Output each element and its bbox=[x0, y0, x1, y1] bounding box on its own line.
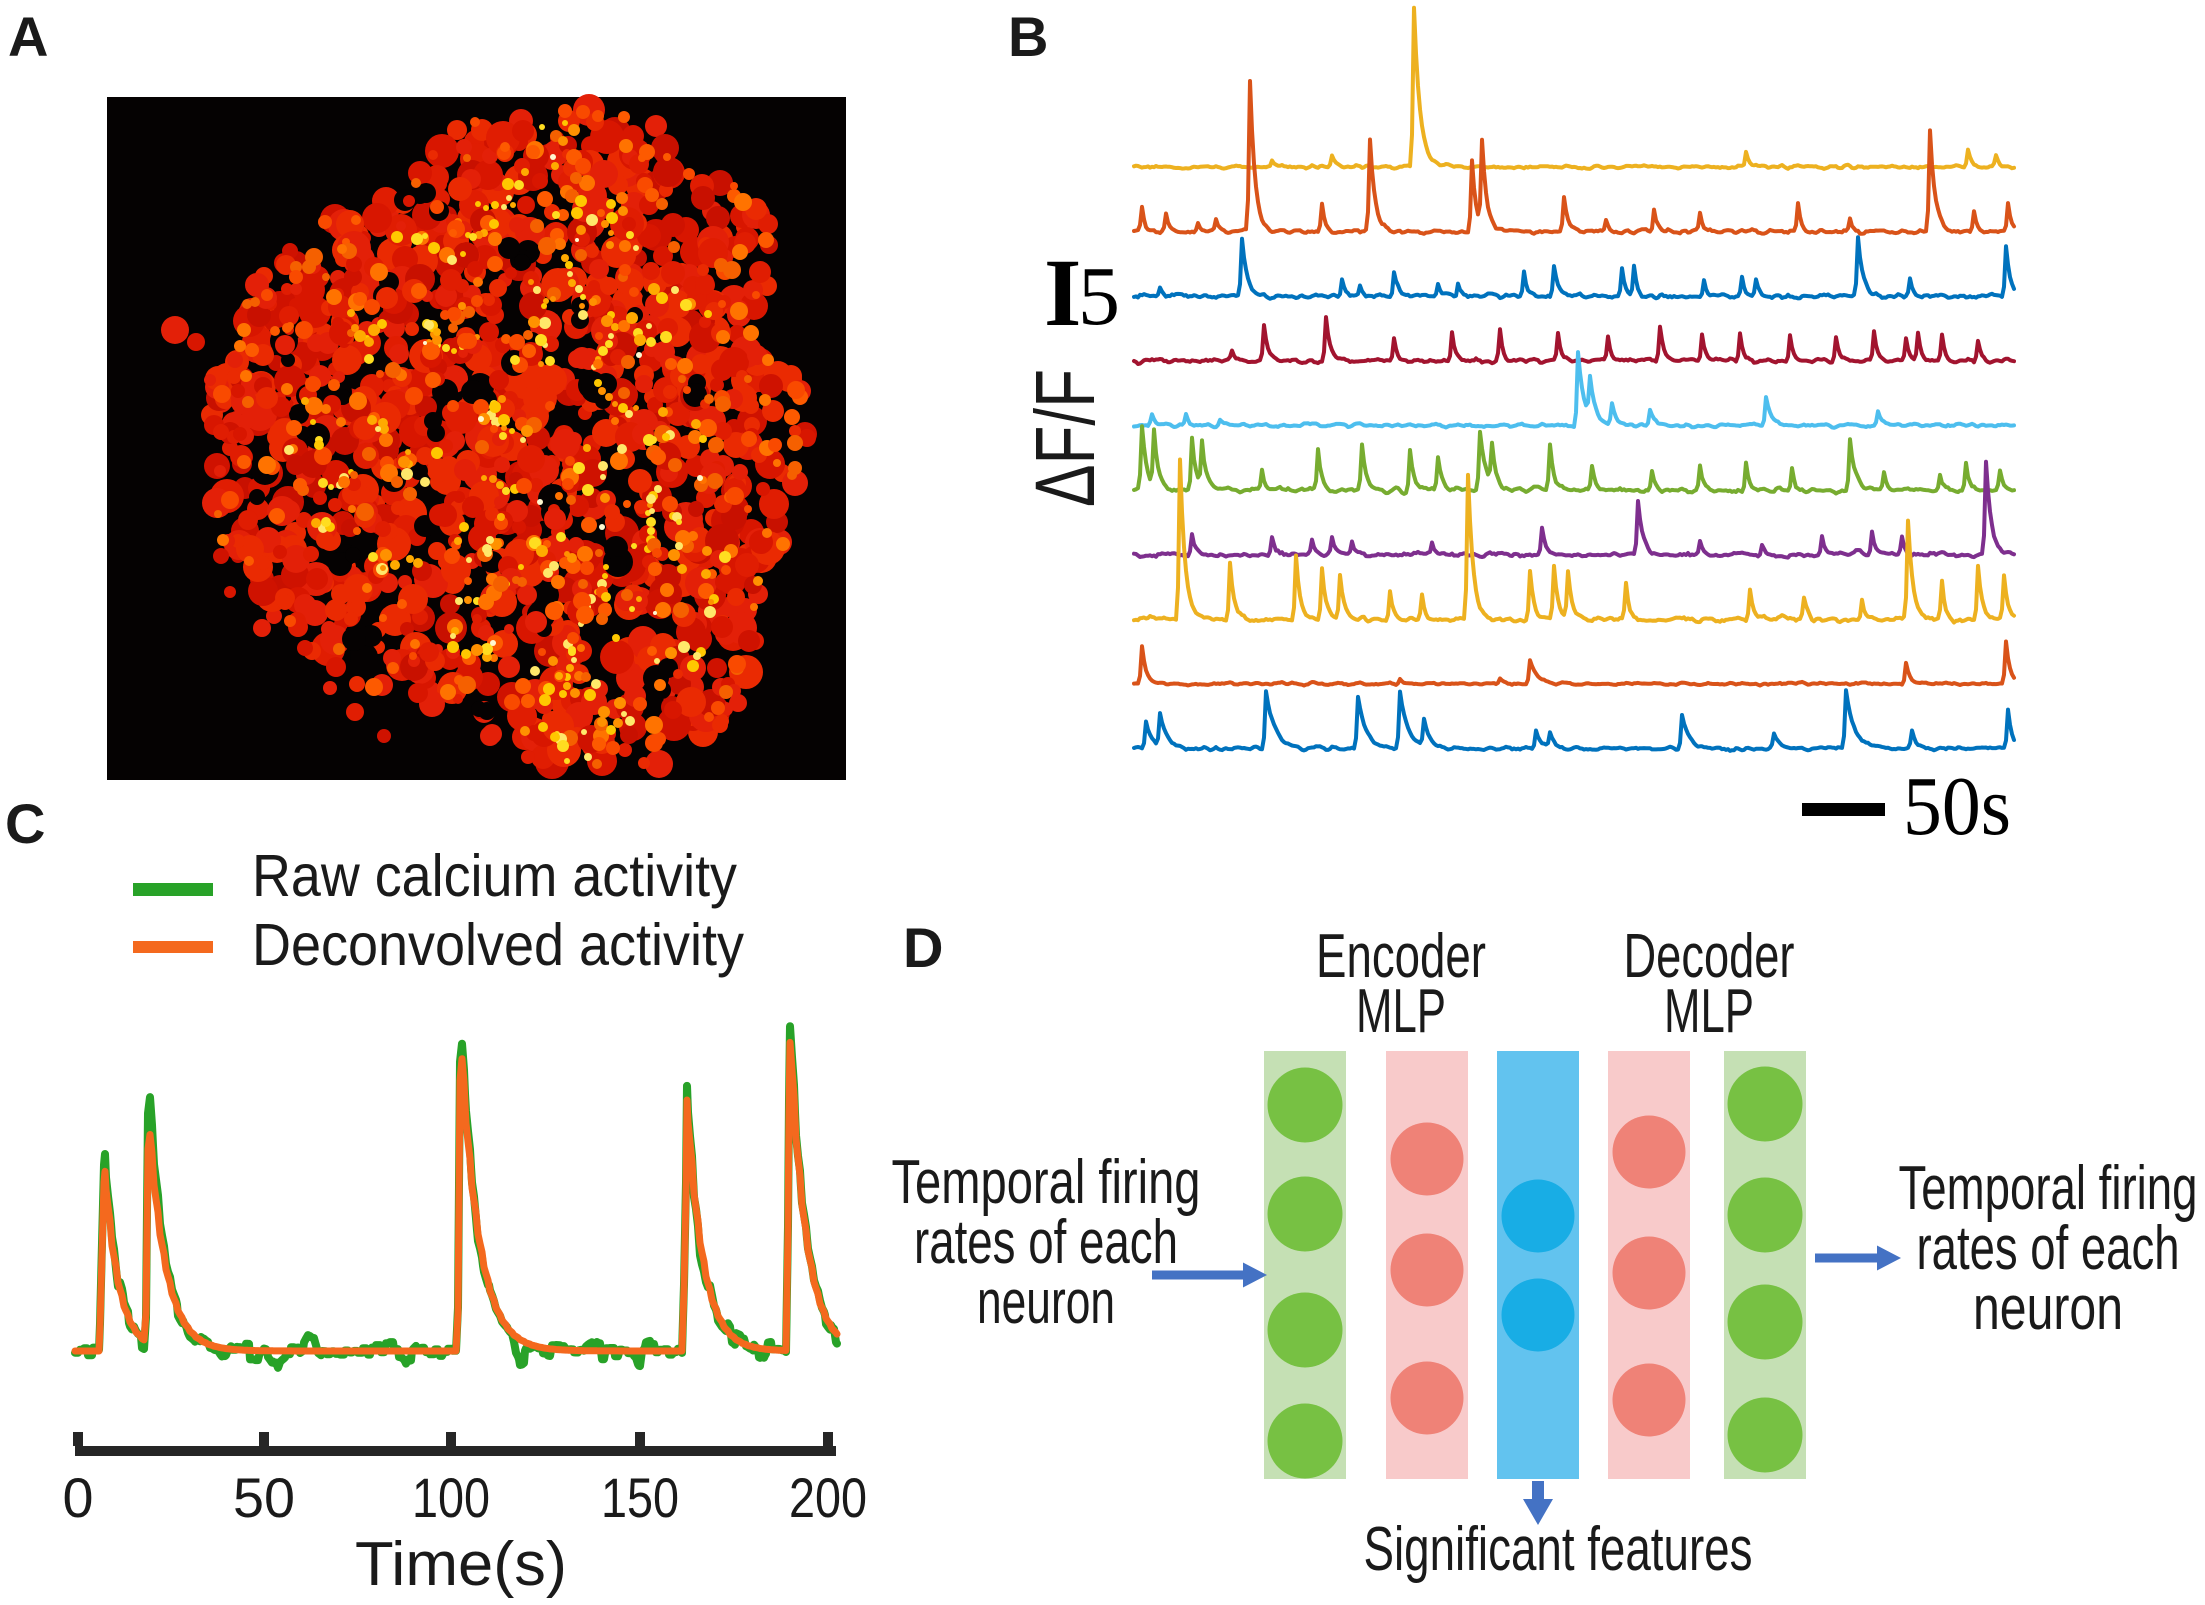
svg-text:rates of each: rates of each bbox=[1917, 1214, 2180, 1283]
svg-text:MLP: MLP bbox=[1356, 977, 1446, 1046]
svg-text:I: I bbox=[1044, 239, 1081, 346]
svg-text:rates of each: rates of each bbox=[914, 1208, 1178, 1277]
svg-text:D: D bbox=[903, 916, 943, 979]
svg-text:A: A bbox=[8, 5, 48, 68]
svg-text:100: 100 bbox=[412, 1466, 490, 1529]
svg-text:50: 50 bbox=[233, 1466, 295, 1529]
svg-text:Temporal firing: Temporal firing bbox=[892, 1148, 1201, 1217]
svg-text:200: 200 bbox=[789, 1466, 867, 1529]
svg-text:5: 5 bbox=[1078, 250, 1120, 343]
svg-text:Temporal firing: Temporal firing bbox=[1899, 1154, 2198, 1223]
svg-text:Raw calcium activity: Raw calcium activity bbox=[252, 843, 737, 909]
svg-text:C: C bbox=[5, 792, 45, 855]
svg-text:Encoder: Encoder bbox=[1316, 922, 1486, 991]
svg-text:neuron: neuron bbox=[1973, 1274, 2123, 1343]
svg-text:Significant features: Significant features bbox=[1364, 1515, 1753, 1584]
svg-text:B: B bbox=[1008, 5, 1048, 68]
svg-text:MLP: MLP bbox=[1664, 977, 1754, 1046]
svg-text:Deconvolved activity: Deconvolved activity bbox=[252, 912, 744, 978]
svg-text:Decoder: Decoder bbox=[1624, 922, 1795, 991]
svg-text:50s: 50s bbox=[1903, 760, 2011, 853]
svg-text:Time(s): Time(s) bbox=[355, 1530, 567, 1599]
svg-text:neuron: neuron bbox=[977, 1268, 1115, 1337]
svg-text:150: 150 bbox=[601, 1466, 679, 1529]
svg-text:ΔF/F: ΔF/F bbox=[1018, 369, 1112, 507]
svg-text:0: 0 bbox=[63, 1466, 94, 1529]
